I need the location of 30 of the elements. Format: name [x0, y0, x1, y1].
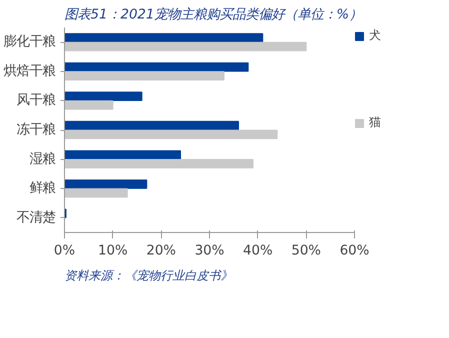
bar	[64, 180, 148, 189]
x-tick-label: 50%	[291, 244, 321, 258]
y-tick-label: 冻干粮	[16, 122, 56, 138]
bar	[64, 71, 224, 80]
bar	[64, 188, 128, 198]
bar	[64, 159, 254, 168]
x-tick-label: 30%	[194, 244, 224, 258]
bar	[64, 120, 239, 130]
legend-label: 犬	[369, 27, 381, 44]
bar	[64, 130, 278, 140]
bar	[64, 92, 142, 101]
bar	[64, 33, 264, 42]
chart-title: 图表51：2021宠物主粮购买品类偏好（单位：%）	[64, 6, 362, 22]
x-tick-label: 0%	[54, 244, 76, 258]
x-tick-label: 60%	[340, 244, 370, 258]
bar	[64, 42, 307, 52]
bar	[64, 150, 181, 160]
x-tick-label: 10%	[98, 244, 128, 258]
bar	[64, 100, 114, 110]
x-tick-label: 20%	[146, 244, 176, 258]
bar	[64, 62, 249, 72]
text: 资料来源：《宠物行业白皮书》	[64, 268, 232, 282]
y-tick-label: 风干粮	[16, 93, 56, 108]
legend-label: 猫	[369, 114, 381, 131]
y-tick-label: 膨化干粮	[4, 34, 56, 50]
y-tick-label: 烘焙干粮	[4, 64, 56, 79]
y-tick-label: 鲜粮	[30, 181, 56, 196]
y-tick-label: 湿粮	[30, 152, 56, 167]
x-tick-label: 40%	[243, 244, 273, 258]
y-tick-label: 不清楚	[16, 210, 56, 226]
